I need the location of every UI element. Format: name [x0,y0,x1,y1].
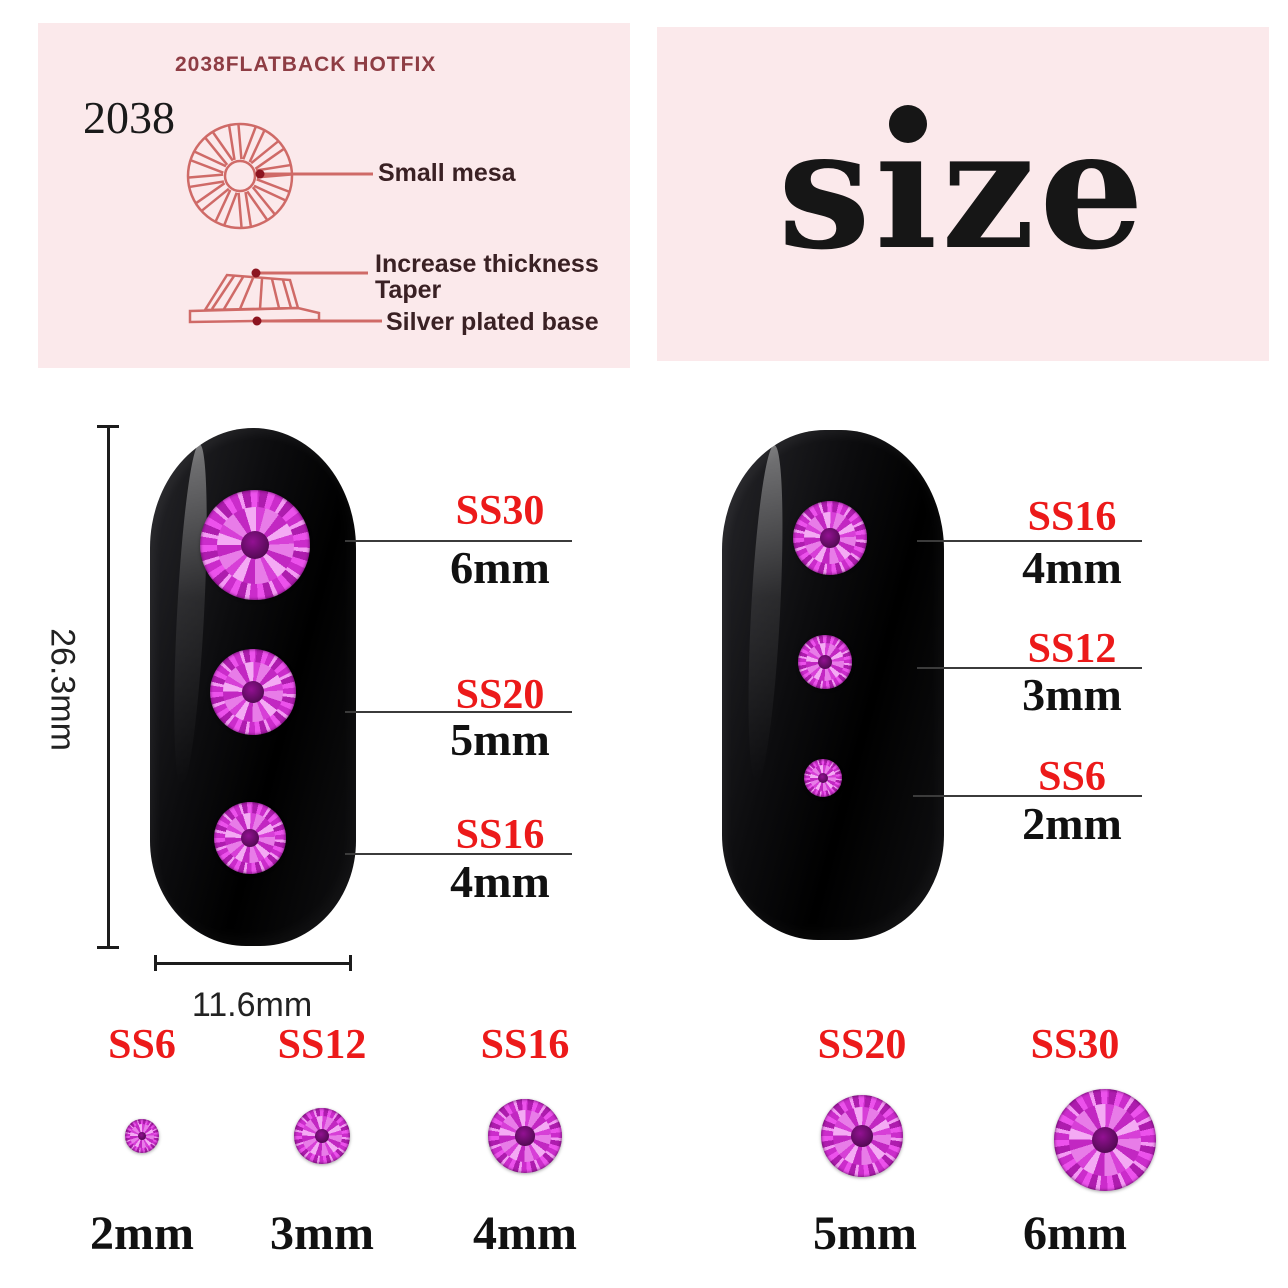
nail-width-label: 11.6mm [191,986,313,1024]
callout-line-ss16-right [917,540,1142,542]
spec-header: 2038FLATBACK HOTFIX [175,53,437,76]
gem-top-view-outline [186,122,294,230]
model-number: 2038 [83,92,175,143]
chart-gem-ss30 [1054,1089,1156,1191]
gem-ss6-on-nail-right [804,759,842,797]
pointer-dot [255,169,265,179]
gem-side-view-base [188,306,321,324]
callout-ss30: SS30 [455,488,545,534]
callout-line-ss6-right [913,795,1142,797]
callout-5mm: 5mm [450,714,550,765]
callout-2mm-right: 2mm [1022,798,1122,849]
height-measure-cap-top [97,425,119,428]
chart-5mm-label: 5mm [813,1207,917,1260]
chart-ss16-label: SS16 [480,1022,570,1068]
callout-ss16: SS16 [455,812,545,858]
chart-4mm-label: 4mm [473,1207,577,1260]
spec-panel: 2038FLATBACK HOTFIX 2038 Small mesa Incr… [38,23,630,368]
rhinestone-schematic-drawing [186,122,382,326]
width-measure-tick-left [154,955,157,971]
height-measure-cap-bottom [97,946,119,949]
chart-gem-ss20 [821,1095,903,1177]
gem-ss30-on-nail [200,490,310,600]
callout-ss6-right: SS6 [1038,754,1106,800]
gem-ss16-on-nail [214,802,286,874]
chart-gem-ss12 [294,1108,350,1164]
label-increase-thickness: Increase thickness [375,250,599,278]
gem-ss20-on-nail [210,649,296,735]
chart-ss12-label: SS12 [277,1022,367,1068]
callout-4mm: 4mm [450,856,550,907]
size-panel: s ıze [657,27,1269,361]
pointer-dot [252,316,262,326]
height-measure-line [107,426,110,948]
size-title-s: s [777,92,875,286]
label-taper: Taper [375,276,442,304]
gem-ss16-on-nail-right [793,501,867,575]
callout-6mm: 6mm [450,542,550,593]
gem-top-view-table [223,159,257,193]
gem-top-view-facets [188,124,292,228]
callout-ss16-right: SS16 [1027,494,1117,540]
pointer-dot [251,268,261,278]
callout-line-ss12-right [917,667,1142,669]
chart-ss20-label: SS20 [817,1022,907,1068]
callout-line-ss30 [345,540,572,542]
callout-ss20: SS20 [455,672,545,718]
chart-gem-ss16 [488,1099,562,1173]
callout-4mm-right: 4mm [1022,542,1122,593]
chart-gem-ss6 [125,1119,159,1153]
chart-ss6-label: SS6 [108,1022,176,1068]
callout-line-ss20 [345,711,572,713]
i-dot [889,105,928,143]
width-measure-tick-right [349,955,352,971]
nail-height-label: 26.3mm [43,628,82,751]
chart-2mm-label: 2mm [90,1207,194,1260]
callout-3mm-right: 3mm [1022,669,1122,720]
callout-line-ss16 [345,853,572,855]
chart-3mm-label: 3mm [270,1207,374,1260]
size-title: s ıze [657,92,1269,286]
chart-ss30-label: SS30 [1030,1022,1120,1068]
gem-ss12-on-nail-right [798,635,852,689]
width-measure-line [155,962,352,965]
chart-6mm-label: 6mm [1023,1207,1127,1260]
size-title-ze: ze [941,92,1149,286]
label-silver-plated-base: Silver plated base [386,308,599,336]
callout-ss12-right: SS12 [1027,626,1117,672]
size-title-i: ı [874,92,942,286]
label-small-mesa: Small mesa [378,159,516,187]
